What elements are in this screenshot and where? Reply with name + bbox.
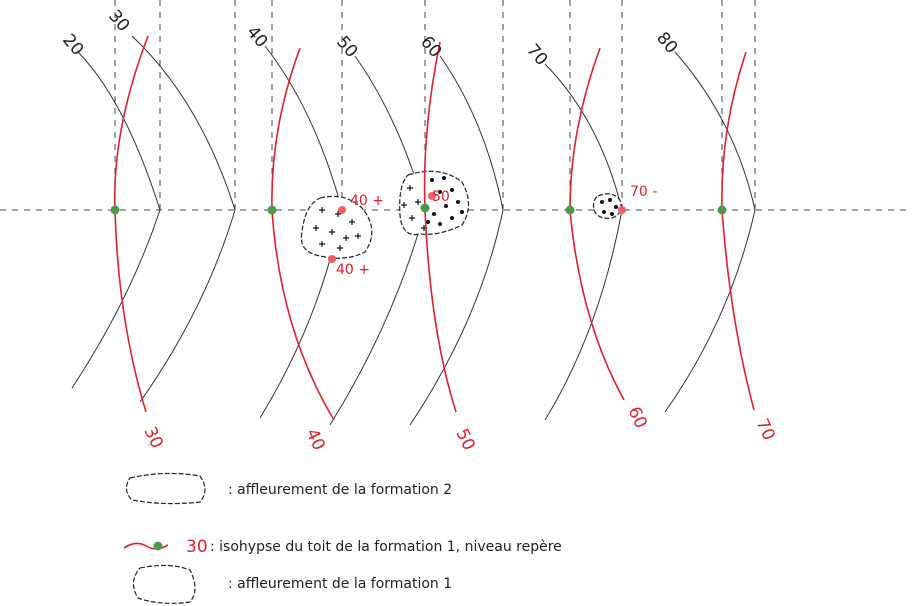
plus-symbol [319, 241, 325, 247]
legend-point [153, 541, 163, 551]
legend-text: : affleurement de la formation 2 [228, 482, 452, 498]
contour-labels: 20 30 40 50 60 70 80 [58, 6, 681, 69]
plus-symbol [349, 219, 355, 225]
isohypse-label: 60 [623, 404, 650, 432]
dot-symbol [608, 198, 612, 202]
dot-symbol [442, 176, 446, 180]
plus-symbol [343, 235, 349, 241]
contour-label: 40 [242, 22, 271, 51]
isohypse-label: 30 [139, 424, 166, 452]
contact-point [618, 206, 626, 214]
dot-symbol [450, 188, 454, 192]
contour-label: 30 [104, 6, 133, 35]
dot-symbol [460, 210, 464, 214]
plus-symbol [401, 202, 407, 208]
isohypse-line [569, 47, 625, 401]
point-labels: 40 + 40 + 50 70 - [336, 184, 657, 278]
reference-point [565, 205, 575, 215]
dot-symbol [444, 204, 448, 208]
contour-label: 50 [332, 32, 361, 61]
contact-point [428, 192, 436, 200]
plus-symbol [415, 199, 421, 205]
contour-line [409, 55, 504, 426]
dot-symbol [430, 178, 434, 182]
dot-symbol [432, 212, 436, 216]
point-label: 40 + [336, 262, 370, 278]
plus-symbol [409, 215, 415, 221]
dot-symbol [600, 200, 604, 204]
point-label: 40 + [350, 193, 384, 209]
point-label: 50 [432, 189, 450, 205]
isohypse-label: 40 [301, 426, 328, 454]
legend: : affleurement de la formation 2 30 : is… [123, 472, 562, 604]
reference-point [420, 203, 430, 213]
dot-symbol [438, 222, 442, 226]
legend-symbol-formation-2 [125, 472, 206, 505]
reference-point [110, 205, 120, 215]
contour-line [131, 35, 236, 403]
plus-symbol [319, 207, 325, 213]
outcrop-formation-1 [300, 195, 373, 259]
dot-symbol [450, 216, 454, 220]
outcrop-symbols [140, 176, 618, 597]
plus-symbol [335, 211, 341, 217]
isohypse-label: 70 [751, 416, 778, 444]
contact-point [328, 255, 336, 263]
plus-symbol [337, 245, 343, 251]
isohypse-label: 50 [451, 426, 478, 454]
dot-symbol [456, 200, 460, 204]
contour-label: 80 [652, 28, 681, 57]
legend-sample-label: 30 [186, 537, 208, 557]
isohypse-labels: 30 40 50 60 70 [139, 404, 778, 454]
dot-symbol [438, 190, 442, 194]
dot-symbol [426, 220, 430, 224]
plus-symbol [329, 229, 335, 235]
reference-point [267, 205, 277, 215]
contour-line [544, 63, 623, 421]
contour-line [71, 51, 161, 389]
isohypse-line [113, 35, 149, 413]
plus-symbol [355, 233, 361, 239]
contact-point [338, 206, 346, 214]
legend-symbol-formation-1 [132, 564, 196, 604]
point-label: 70 - [630, 184, 657, 200]
plus-symbol [407, 185, 413, 191]
isohypse-line [721, 51, 755, 411]
plus-symbol [313, 225, 319, 231]
points [110, 192, 727, 263]
legend-text: : isohypse du toit de la formation 1, ni… [210, 539, 562, 555]
dot-symbol [602, 210, 606, 214]
contour-label: 20 [58, 30, 87, 59]
contour-line [664, 51, 756, 413]
outcrop-formation-2 [592, 193, 622, 219]
reference-point [717, 205, 727, 215]
formation-outcrops [300, 170, 622, 259]
dot-symbol [614, 205, 618, 209]
dot-symbol [610, 212, 614, 216]
legend-text: : affleurement de la formation 1 [228, 576, 452, 592]
